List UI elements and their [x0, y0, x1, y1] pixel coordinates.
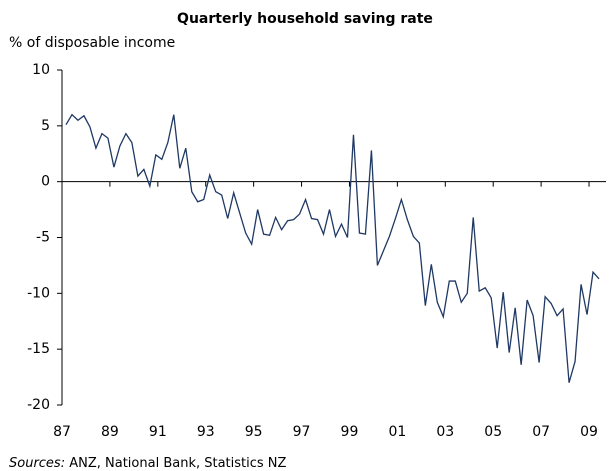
- x-tick-label: 95: [245, 424, 263, 440]
- x-tick-label: 09: [580, 424, 598, 440]
- line-series: [65, 113, 600, 383]
- y-axis-label: % of disposable income: [9, 35, 175, 51]
- y-tick-label: 0: [41, 174, 50, 190]
- source-text: ANZ, National Bank, Statistics NZ: [69, 456, 286, 471]
- x-tick-label: 03: [436, 424, 454, 440]
- y-tick-label: 10: [32, 62, 50, 78]
- y-tick-label: -20: [27, 397, 50, 413]
- source-label: Sources:: [9, 456, 65, 471]
- y-tick-label: -5: [36, 230, 50, 246]
- x-tick-label: 01: [388, 424, 406, 440]
- y-tick-label: -15: [27, 341, 50, 357]
- x-tick-label: 07: [532, 424, 550, 440]
- x-tick-label: 87: [53, 424, 71, 440]
- x-tick-label: 99: [341, 424, 359, 440]
- source: Sources: ANZ, National Bank, Statistics …: [9, 456, 287, 471]
- y-tick-label: -10: [27, 285, 50, 301]
- x-tick-label: 97: [293, 424, 311, 440]
- chart-title: Quarterly household saving rate: [177, 11, 433, 27]
- x-tick-label: 89: [101, 424, 119, 440]
- x-tick-label: 93: [197, 424, 215, 440]
- x-tick-label: 05: [484, 424, 502, 440]
- x-tick-label: 91: [149, 424, 167, 440]
- y-tick-label: 5: [41, 118, 50, 134]
